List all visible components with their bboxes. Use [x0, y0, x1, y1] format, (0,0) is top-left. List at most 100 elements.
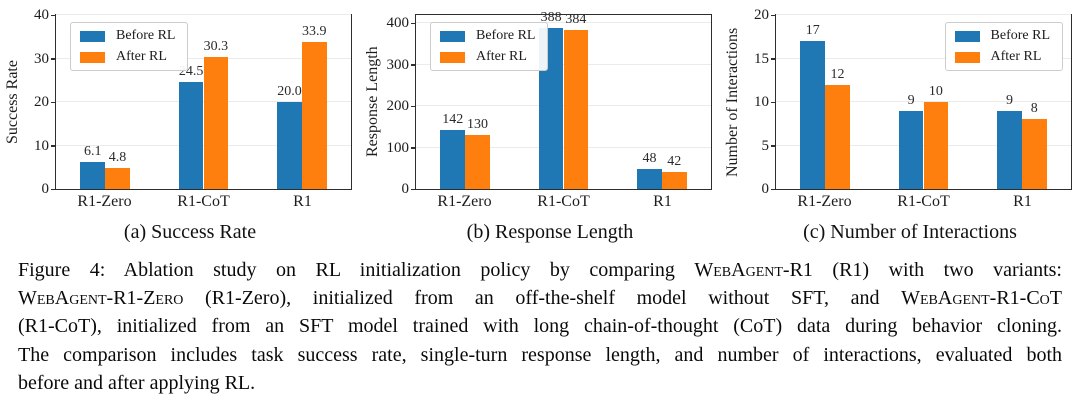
y-axis-label: Number of Interactions: [724, 27, 741, 177]
subplot-caption: (b) Response Length: [466, 221, 634, 243]
plot-area: 0 10 20 30 40 6.1 4.8 24.5 30.3 20.0 33.9 Before RL…: [34, 7, 352, 197]
y-tick-mark: [51, 58, 56, 60]
caption-text: Figure 4: Ablation study on RL initializ…: [18, 259, 695, 281]
y-tick-mark: [411, 188, 416, 190]
legend-item: Before RL: [954, 28, 1050, 43]
smallcaps-text: WebAgent-R1-CoT: [901, 287, 1062, 310]
figure-caption: Figure 4: Ablation study on RL initializ…: [18, 256, 1062, 397]
x-tick-label: R1-CoT: [537, 193, 590, 210]
caption-text: (R1) with two variants:: [812, 259, 1062, 281]
y-axis-label: Response Length: [364, 46, 381, 158]
y-tick-mark: [771, 188, 776, 190]
bar-before-rl: [800, 41, 826, 189]
legend-swatch: [80, 51, 105, 63]
y-tick-label: 5: [761, 137, 770, 154]
bar-value-label: 20.0: [277, 84, 302, 99]
figure-caption-line: WebAgent-R1-Zero (R1-Zero), initialized …: [18, 284, 1062, 312]
bar-value-label: 142: [442, 112, 464, 128]
bar-value-label: 388: [540, 10, 562, 26]
x-tick-label: R1: [1013, 193, 1032, 210]
smallcaps-text: WebAgent-R1: [694, 259, 813, 281]
plot-area: 0 100 200 300 400 142 130 388 384 48 42 Before RL Af…: [387, 10, 712, 197]
bar-before-rl: [637, 169, 662, 189]
x-tick-label: R1-CoT: [177, 193, 230, 210]
legend-swatch: [80, 30, 105, 42]
y-tick-mark: [411, 22, 416, 25]
y-tick-mark: [51, 145, 56, 147]
caption-text: (R1-Zero), initialized from an off-the-s…: [183, 287, 902, 310]
x-tick-label: R1-Zero: [77, 193, 132, 210]
y-tick-label: 20: [754, 7, 769, 23]
legend-swatch: [954, 51, 980, 63]
legend-item: Before RL: [440, 29, 535, 43]
smallcaps-text: WebAgent-R1-Zero: [18, 287, 184, 310]
chart-panel-success-rate: Success Rate 0 10 20 30 40 6.1 4.8 24.5 30.3 20.0…: [0, 0, 360, 252]
legend-label: Before RL: [116, 28, 176, 43]
y-tick-mark: [771, 14, 776, 16]
bar-after-rl: [661, 171, 687, 189]
legend: Before RL After RL: [430, 22, 549, 71]
x-tick-label: R1-Zero: [437, 193, 492, 210]
gridline: [776, 14, 1071, 15]
y-tick-label: 0: [761, 181, 770, 197]
legend-label: After RL: [476, 49, 527, 64]
y-tick-label: 300: [386, 56, 410, 73]
bar-before-rl: [178, 82, 204, 189]
gridline: [776, 101, 1071, 102]
figure-caption-line: before and after applying RL.: [18, 369, 1062, 397]
bar-value-label: 12: [830, 66, 845, 82]
y-tick-label: 0: [41, 181, 50, 197]
legend-swatch: [440, 51, 465, 63]
bar-after-rl: [923, 102, 949, 189]
x-axis-labels: R1-Zero R1-CoT R1: [55, 193, 352, 215]
bar-after-rl: [105, 168, 130, 189]
legend-label: Before RL: [990, 28, 1050, 43]
y-tick-label: 0: [401, 181, 410, 197]
legend-label: After RL: [990, 49, 1042, 64]
y-tick-mark: [771, 145, 776, 147]
y-tick-label: 10: [754, 94, 769, 110]
y-tick-mark: [51, 14, 56, 16]
y-tick-mark: [771, 101, 776, 103]
y-tick-label: 40: [34, 7, 49, 23]
y-tick-mark: [51, 188, 56, 190]
figure-caption-line: (R1-CoT), initialized from an SFT model …: [18, 312, 1062, 340]
chart-panel-response-length: Response Length 0 100 200 300 400 142 130 388 38…: [360, 0, 720, 252]
y-axis-label: Success Rate: [4, 60, 21, 144]
x-tick-label: R1: [653, 193, 672, 210]
legend-swatch: [440, 30, 465, 42]
bar-before-rl: [440, 130, 466, 189]
bar-before-rl: [80, 162, 106, 189]
chart-panel-interactions: Number of Interactions 0 5 10 15 20 17 12 9 10 9 8…: [720, 0, 1080, 252]
bar-before-rl: [997, 110, 1022, 189]
bar-value-label: 8: [1030, 101, 1038, 117]
legend: Before RL After RL: [70, 22, 189, 71]
bar-after-rl: [465, 135, 490, 189]
y-tick-mark: [411, 64, 416, 66]
x-tick-label: R1-Zero: [797, 193, 852, 210]
legend: Before RL After RL: [944, 22, 1063, 71]
bar-after-rl: [301, 41, 327, 189]
y-tick-mark: [51, 101, 56, 103]
bar-value-label: 42: [667, 153, 682, 169]
figure-caption-line: Figure 4: Ablation study on RL initializ…: [18, 256, 1062, 284]
y-tick-label: 400: [386, 15, 410, 32]
x-tick-label: R1-CoT: [897, 193, 950, 210]
plot-area: 0 5 10 15 20 17 12 9 10 9 8 Before RL After RL: [754, 7, 1072, 197]
x-axis-labels: R1-Zero R1-CoT R1: [415, 193, 712, 215]
y-tick-mark: [411, 105, 416, 108]
x-tick-label: R1: [293, 193, 312, 210]
gridline: [416, 22, 711, 24]
bar-value-label: 4.8: [108, 150, 127, 166]
bar-after-rl: [203, 57, 229, 189]
legend-item: After RL: [80, 50, 175, 64]
y-tick-mark: [411, 147, 416, 149]
caption-text: before and after applying RL.: [18, 371, 256, 394]
bar-value-label: 9: [1005, 92, 1013, 108]
y-tick-label: 30: [34, 50, 49, 67]
figure-caption-line: The comparison includes task success rat…: [18, 341, 1062, 369]
caption-text: The comparison includes task success rat…: [18, 343, 1062, 366]
bar-value-label: 17: [805, 23, 820, 39]
subplot-caption: (a) Success Rate: [123, 221, 257, 243]
